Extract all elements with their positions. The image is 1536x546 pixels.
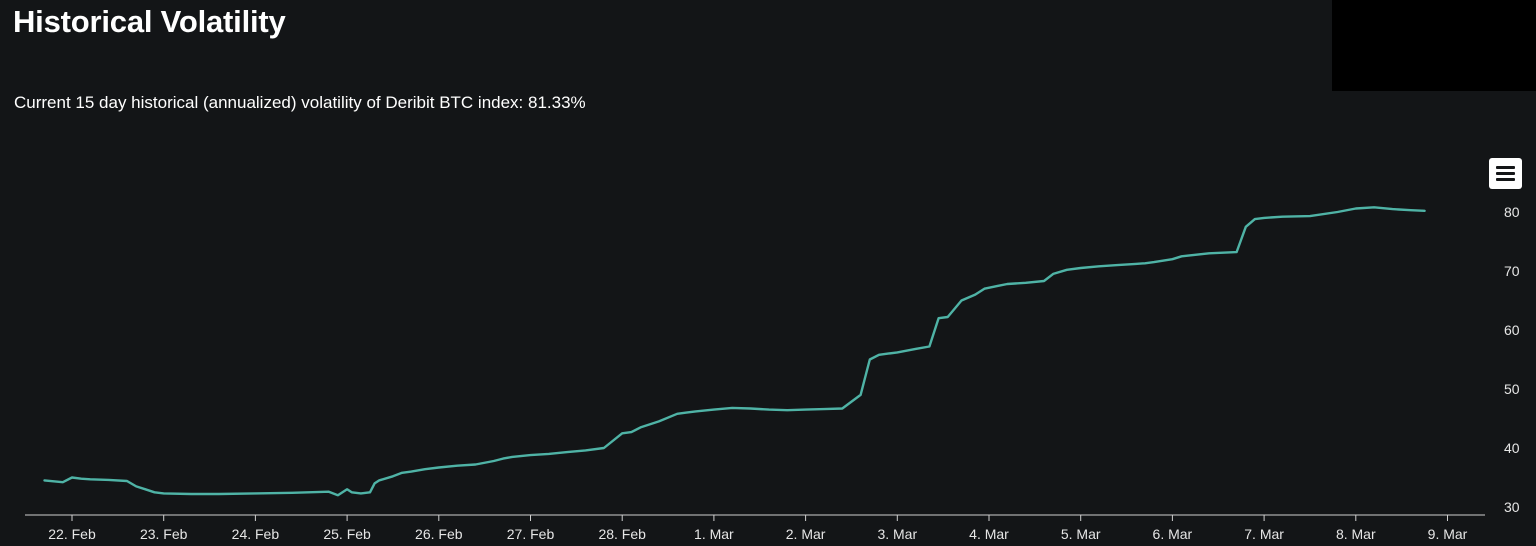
x-tick-label: 2. Mar (786, 526, 826, 542)
x-tick-label: 25. Feb (323, 526, 371, 542)
volatility-series-line (43, 206, 1426, 497)
x-tick-label: 24. Feb (232, 526, 280, 542)
y-tick-label: 60 (1504, 322, 1520, 338)
chart-menu-button[interactable] (1489, 158, 1522, 189)
x-tick-label: 5. Mar (1061, 526, 1101, 542)
x-tick-label: 3. Mar (877, 526, 917, 542)
x-tick-label: 8. Mar (1336, 526, 1376, 542)
redacted-area (1332, 0, 1536, 91)
y-tick-label: 50 (1504, 381, 1520, 397)
x-tick-label: 28. Feb (598, 526, 646, 542)
y-tick-label: 30 (1504, 499, 1520, 515)
y-tick-label: 70 (1504, 263, 1520, 279)
x-tick-label: 23. Feb (140, 526, 188, 542)
x-tick-label: 9. Mar (1428, 526, 1468, 542)
y-tick-label: 80 (1504, 204, 1520, 220)
x-tick-label: 1. Mar (694, 526, 734, 542)
x-tick-label: 27. Feb (507, 526, 555, 542)
x-tick-label: 6. Mar (1153, 526, 1193, 542)
y-tick-label: 40 (1504, 440, 1520, 456)
x-tick-label: 22. Feb (48, 526, 96, 542)
x-tick-label: 7. Mar (1244, 526, 1284, 542)
page-title: Historical Volatility (13, 4, 286, 39)
x-tick-label: 26. Feb (415, 526, 463, 542)
page-subtitle: Current 15 day historical (annualized) v… (14, 93, 586, 112)
x-tick-label: 4. Mar (969, 526, 1009, 542)
